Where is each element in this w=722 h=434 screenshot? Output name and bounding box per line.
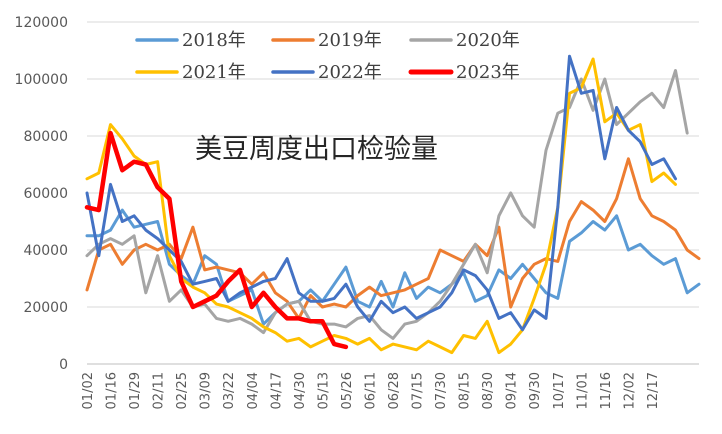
x-tick-label: 11/01 bbox=[575, 372, 590, 409]
legend-label: 2022年 bbox=[318, 62, 382, 83]
y-tick-label: 60000 bbox=[23, 186, 68, 202]
chart-title: 美豆周度出口检验量 bbox=[195, 134, 438, 165]
x-tick-label: 05/13 bbox=[316, 372, 331, 409]
x-tick-label: 04/04 bbox=[246, 372, 261, 409]
legend-label: 2023年 bbox=[456, 62, 520, 83]
x-tick-label: 05/26 bbox=[340, 372, 355, 409]
series-layer bbox=[84, 54, 701, 355]
grid-layer bbox=[87, 21, 699, 308]
x-tick-label: 09/14 bbox=[505, 372, 520, 409]
x-tick-label: 10/17 bbox=[552, 372, 567, 409]
y-tick-label: 0 bbox=[59, 357, 68, 373]
x-tick-label: 04/30 bbox=[293, 372, 308, 409]
series-line-5 bbox=[85, 54, 677, 332]
x-tick-label: 04/17 bbox=[269, 372, 284, 409]
x-tick-label: 12/02 bbox=[622, 372, 637, 409]
y-tick-label: 40000 bbox=[23, 243, 68, 259]
x-tick-label: 11/16 bbox=[599, 372, 614, 409]
x-tick-label: 03/22 bbox=[222, 372, 237, 409]
y-tick-label: 80000 bbox=[23, 129, 68, 145]
series-line-4 bbox=[85, 57, 677, 355]
x-tick-label: 01/16 bbox=[105, 372, 120, 409]
x-tick-label: 12/17 bbox=[646, 372, 661, 409]
x-tick-label: 08/30 bbox=[481, 372, 496, 409]
legend-label: 2018年 bbox=[182, 30, 246, 51]
y-tick-label: 120000 bbox=[15, 15, 68, 31]
x-tick-label: 01/29 bbox=[128, 372, 143, 409]
x-tick-label: 07/30 bbox=[434, 372, 449, 409]
x-tick-label: 02/11 bbox=[152, 372, 167, 409]
series-line-2 bbox=[85, 157, 701, 320]
x-tick-label: 06/28 bbox=[387, 372, 402, 409]
x-tick-label: 07/15 bbox=[411, 372, 426, 409]
x-tick-label: 08/15 bbox=[458, 372, 473, 409]
axis-layer: 0 20000 40000 60000 80000 100000 120000 01/02 01… bbox=[15, 15, 699, 409]
legend: 2018年 2019年 2020年 2021年 2022年 2023年 bbox=[135, 30, 520, 83]
series-line-1 bbox=[85, 208, 701, 326]
x-tick-label: 09/30 bbox=[528, 372, 543, 409]
series-line-6 bbox=[84, 130, 349, 350]
x-tick-label: 01/02 bbox=[81, 372, 96, 409]
legend-label: 2021年 bbox=[182, 62, 246, 83]
legend-label: 2020年 bbox=[456, 30, 520, 51]
y-tick-label: 100000 bbox=[15, 72, 68, 88]
x-tick-label: 03/09 bbox=[199, 372, 214, 409]
x-tick-label: 02/25 bbox=[175, 372, 190, 409]
x-tick-label: 06/11 bbox=[363, 372, 378, 409]
legend-label: 2019年 bbox=[318, 30, 382, 51]
y-tick-label: 20000 bbox=[23, 300, 68, 316]
